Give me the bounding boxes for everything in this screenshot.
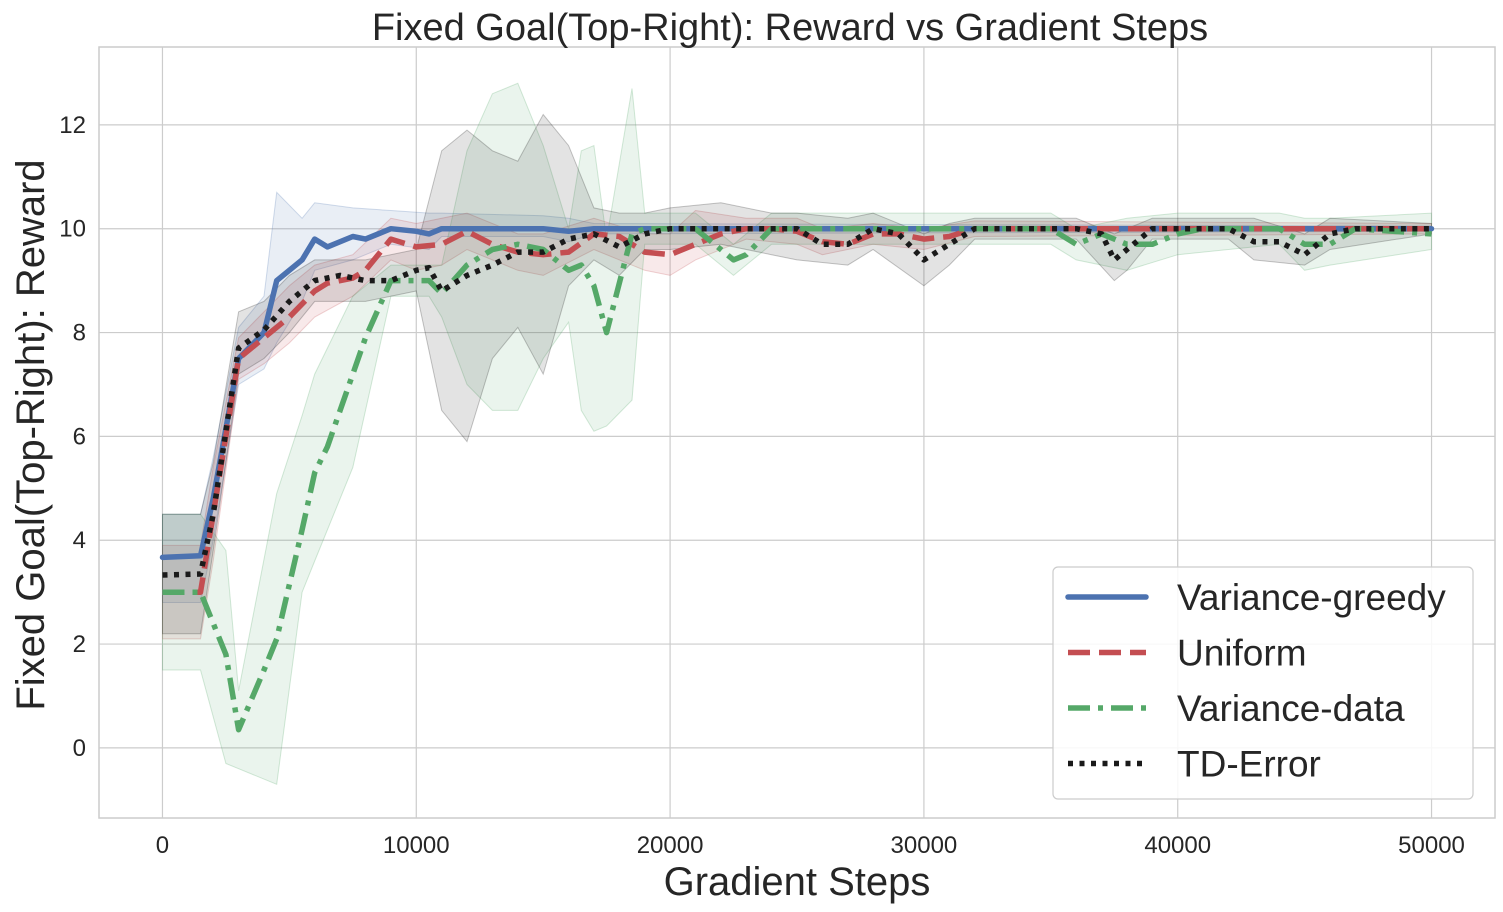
x-tick-label: 30000: [891, 832, 958, 859]
grid-lines: [99, 47, 1495, 818]
variance-data-band: [162, 82, 1432, 786]
x-tick-label: 10000: [383, 832, 450, 859]
y-tick-label: 0: [73, 735, 86, 762]
tick-labels: 0 10000 20000 30000 40000 50000 0 2 4 6 8 10 12: [59, 112, 1465, 859]
variance-data-line: [162, 225, 1432, 733]
legend-label-td-error: TD-Error: [1177, 744, 1321, 785]
y-tick-label: 8: [73, 320, 86, 347]
y-tick-label: 2: [73, 631, 86, 658]
plot-frame: [98, 46, 1496, 819]
y-tick-label: 4: [73, 527, 86, 554]
series-lines: [159, 225, 1435, 733]
uniform-line: [162, 225, 1432, 595]
x-tick-label: 40000: [1144, 832, 1211, 859]
legend-label-variance-data: Variance-data: [1177, 688, 1405, 729]
legend: Variance-greedy Uniform Variance-data TD-Er…: [1052, 566, 1474, 800]
legend-box: [1052, 566, 1474, 800]
y-tick-label: 12: [59, 112, 86, 139]
y-tick-label: 6: [73, 423, 86, 450]
td-error-line: [162, 225, 1432, 578]
x-tick-label: 0: [156, 832, 169, 859]
legend-label-uniform: Uniform: [1177, 633, 1307, 674]
y-tick-label: 10: [59, 216, 86, 243]
x-tick-label: 50000: [1398, 832, 1465, 859]
x-tick-label: 20000: [637, 832, 704, 859]
legend-label-variance-greedy: Variance-greedy: [1177, 577, 1446, 618]
chart-title: Fixed Goal(Top-Right): Reward vs Gradien…: [372, 7, 1208, 49]
x-axis-label: Gradient Steps: [664, 860, 931, 904]
y-axis-label: Fixed Goal(Top-Right): Reward: [9, 159, 53, 710]
